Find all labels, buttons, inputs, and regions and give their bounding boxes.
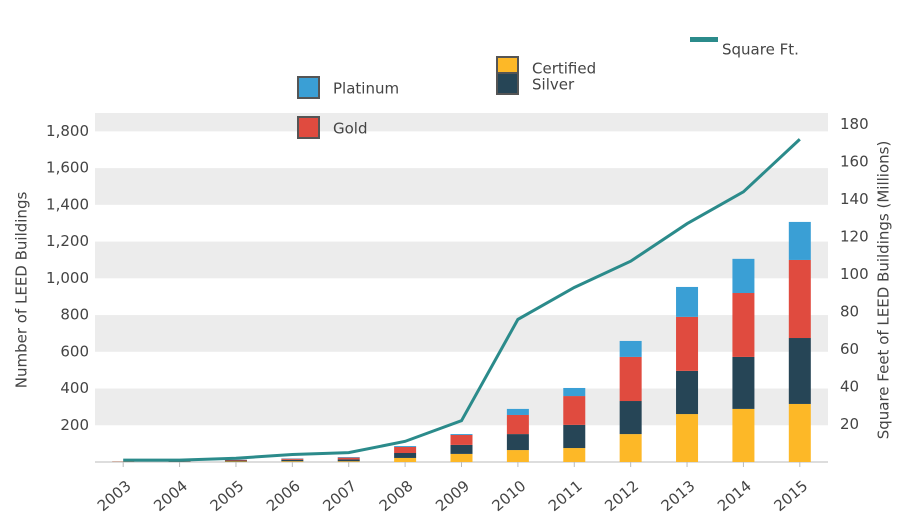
y-tick-label: 1,800 <box>46 122 89 140</box>
bar-segment <box>506 434 529 451</box>
bar-segment <box>394 452 417 458</box>
bar-segment <box>563 424 586 449</box>
x-tick-label: 2007 <box>319 477 360 515</box>
bar-segment <box>450 453 473 462</box>
y-tick-label: 1,000 <box>46 269 89 287</box>
y2-tick-label: 40 <box>840 377 859 395</box>
bar-segment <box>563 387 586 397</box>
bar-segment <box>337 461 360 462</box>
legend-label: Gold <box>333 120 368 138</box>
y2-tick-label: 60 <box>840 340 859 358</box>
y2-tick-label: 120 <box>840 227 869 245</box>
bar-segment <box>224 460 247 462</box>
bar-segment <box>619 356 642 402</box>
y-tick-label: 600 <box>60 342 89 360</box>
legend-swatch <box>690 37 718 42</box>
bar-segment <box>337 457 360 460</box>
bar-segment <box>619 340 642 357</box>
y-axis-label: Number of LEED Buildings <box>13 192 31 389</box>
bar-segment <box>676 316 699 371</box>
bar-segment <box>394 457 417 462</box>
legend-label: Platinum <box>333 80 399 98</box>
x-tick-label: 2003 <box>94 477 135 515</box>
bar-segment <box>619 401 642 435</box>
x-tick-label: 2015 <box>770 477 811 515</box>
y2-tick-label: 80 <box>840 302 859 320</box>
bar-segment <box>450 434 473 445</box>
line-series <box>123 138 801 462</box>
legend-label: Square Ft. <box>722 41 799 59</box>
y2-axis-label: Square Feet of LEED Buildings (Millions) <box>875 141 893 440</box>
bar-segment <box>676 414 699 462</box>
x-tick-label: 2012 <box>601 477 642 515</box>
bar-segment <box>281 458 304 460</box>
bar-segment <box>337 457 360 458</box>
bar-segment <box>676 370 699 415</box>
bar-segment <box>506 414 529 435</box>
legend-label: Silver <box>532 76 575 94</box>
y-tick-label: 1,600 <box>46 159 89 177</box>
y2-tick-label: 180 <box>840 115 869 133</box>
x-tick-label: 2013 <box>658 477 699 515</box>
y2-tick-label: 20 <box>840 415 859 433</box>
bar-segment <box>788 221 811 260</box>
bar-segment <box>732 258 755 294</box>
bar-segment <box>224 459 247 461</box>
bar-segment <box>281 461 304 462</box>
bar-segment <box>788 338 811 404</box>
y2-tick-label: 160 <box>840 152 869 170</box>
bar-segment <box>563 396 586 425</box>
grid-band <box>95 113 828 132</box>
x-tick-label: 2006 <box>263 477 304 515</box>
bar-segment <box>394 446 417 447</box>
x-tick-label: 2010 <box>489 477 530 515</box>
y-tick-label: 800 <box>60 306 89 324</box>
y-tick-label: 400 <box>60 379 89 397</box>
bar-segment <box>788 403 811 462</box>
bar-segment <box>506 450 529 462</box>
grid-band <box>95 168 828 205</box>
bar-segment <box>732 293 755 357</box>
legend-label: Certified <box>532 60 596 78</box>
bar-segment <box>788 259 811 339</box>
grid-band <box>95 315 828 352</box>
y2-tick-label: 140 <box>840 190 869 208</box>
y-tick-label: 200 <box>60 416 89 434</box>
bar-segment <box>450 434 473 435</box>
legend-swatch <box>297 76 320 99</box>
x-tick-label: 2011 <box>545 477 586 515</box>
legend-swatch <box>297 116 320 139</box>
bar-segment <box>732 408 755 462</box>
y2-tick-label: 100 <box>840 265 869 283</box>
y-tick-label: 1,200 <box>46 232 89 250</box>
bar-segment <box>732 356 755 409</box>
bar-segment <box>676 286 699 317</box>
x-tick-label: 2009 <box>432 477 473 515</box>
bar-segment <box>394 446 417 453</box>
x-tick-label: 2005 <box>207 477 248 515</box>
grid-band <box>95 241 828 279</box>
bar-segment <box>506 408 529 415</box>
bar-segment <box>224 461 247 462</box>
x-tick-label: 2004 <box>150 477 191 515</box>
bar-segment <box>281 459 304 462</box>
x-tick-label: 2008 <box>376 477 417 515</box>
y-tick-label: 1,400 <box>46 195 89 213</box>
bar-segment <box>337 459 360 462</box>
x-tick-label: 2014 <box>714 477 755 515</box>
bar-segment <box>563 448 586 462</box>
bar-segment <box>450 444 473 454</box>
legend-swatch <box>496 72 519 95</box>
bar-segment <box>619 434 642 462</box>
